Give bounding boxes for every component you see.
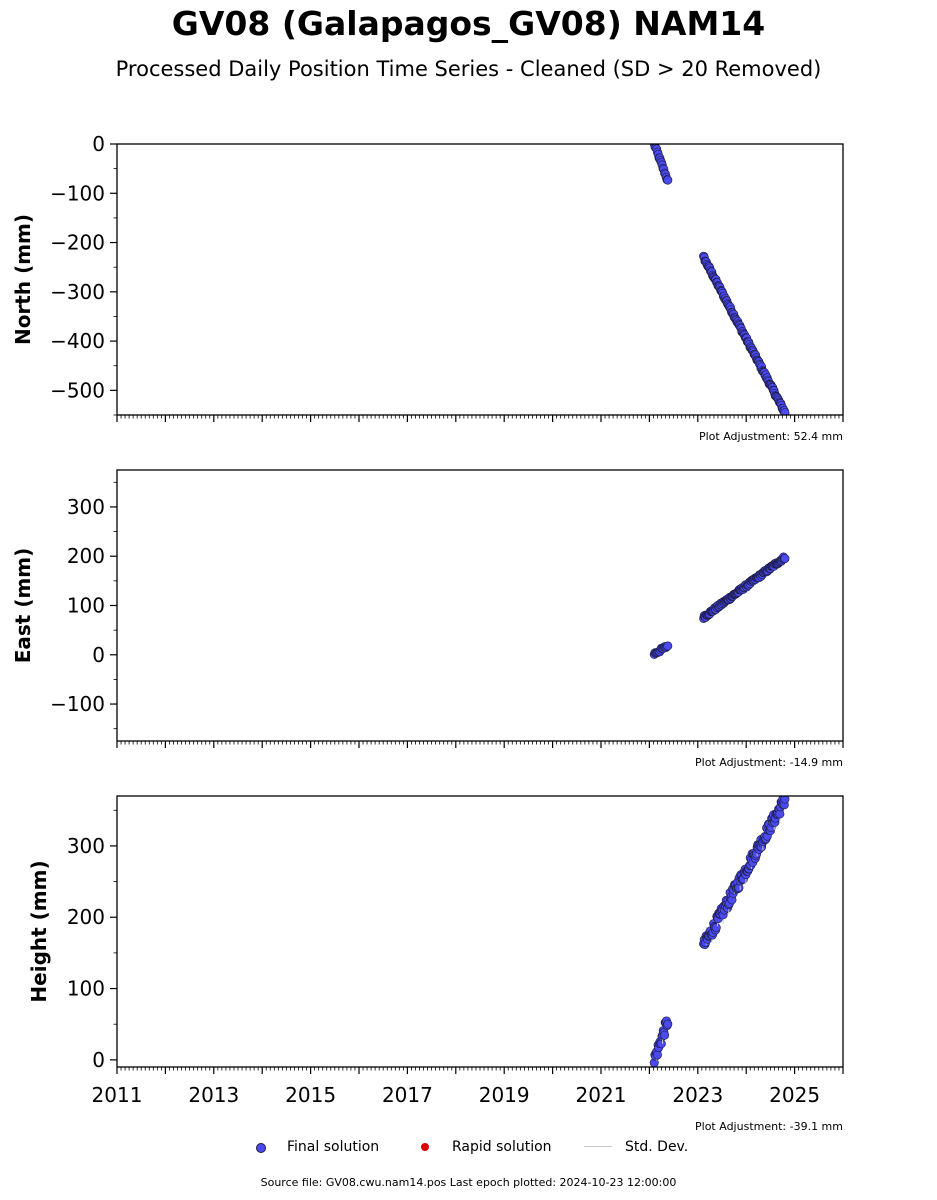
- y-tick-label: −100: [50, 692, 105, 716]
- y-tick-label: −500: [50, 378, 105, 402]
- legend-std-label: Std. Dev.: [625, 1139, 689, 1155]
- x-tick-label: 2011: [92, 1083, 143, 1107]
- legend-final: Final solution: [256, 1136, 379, 1158]
- data-points: [649, 796, 790, 1067]
- plot-adjustment-note: Plot Adjustment: -14.9 mm: [695, 756, 843, 769]
- data-point: [663, 175, 673, 185]
- rapid-solution-marker: [421, 1143, 429, 1151]
- y-tick-label: −300: [50, 280, 105, 304]
- panel-1: 300 200 100 0 −100 East (mm) Plot Adjustment: …: [11, 469, 844, 769]
- plot-adjustment-note: Plot Adjustment: -39.1 mm: [695, 1120, 843, 1133]
- final-solution-marker: [256, 1143, 266, 1153]
- x-tick-label: 2021: [576, 1083, 627, 1107]
- data-points: [649, 144, 790, 415]
- y-tick-label: −200: [50, 231, 105, 255]
- x-tick-label: 2015: [285, 1083, 336, 1107]
- y-tick-label: 100: [67, 977, 105, 1001]
- panel-2: 300 200 100 0 2011 2013 2015 2017 2019 2021 2023 20…: [27, 795, 844, 1133]
- x-tick-label: 2023: [672, 1083, 723, 1107]
- y-tick-label: 300: [67, 834, 105, 858]
- y-tick-label: −400: [50, 329, 105, 353]
- y-tick-label: 0: [92, 643, 105, 667]
- data-point: [780, 554, 790, 564]
- data-point: [663, 1019, 673, 1029]
- plot-adjustment-note: Plot Adjustment: 52.4 mm: [699, 430, 843, 443]
- legend-rapid-label: Rapid solution: [452, 1139, 552, 1155]
- data-point: [780, 796, 790, 804]
- plot-frame: [116, 469, 844, 742]
- legend-rapid: Rapid solution: [421, 1136, 552, 1158]
- chart-subtitle: Processed Daily Position Time Series - C…: [115, 57, 822, 81]
- data-points: [649, 552, 790, 659]
- legend: Final solution Rapid solution Std. Dev.: [0, 1136, 937, 1158]
- data-point: [660, 1030, 670, 1040]
- y-tick-label: 100: [67, 594, 105, 618]
- legend-final-label: Final solution: [287, 1139, 380, 1155]
- y-tick-label: 300: [67, 495, 105, 519]
- x-tick-label: 2025: [769, 1083, 820, 1107]
- x-tick-label: 2017: [382, 1083, 433, 1107]
- y-tick-label: 0: [92, 132, 105, 156]
- panel-0: 0 −100 −200 −300 −400 −500 North (mm) Plot Adju…: [11, 132, 844, 443]
- y-axis-label: Height (mm): [27, 860, 51, 1002]
- source-footer: Source file: GV08.cwu.nam14.pos Last epo…: [260, 1176, 677, 1189]
- legend-std: Std. Dev.: [584, 1136, 688, 1158]
- y-tick-label: 200: [67, 905, 105, 929]
- x-tick-label: 2013: [188, 1083, 239, 1107]
- plot-frame: [116, 143, 844, 416]
- data-point: [652, 1050, 662, 1060]
- data-point: [663, 641, 673, 651]
- y-axis-label: North (mm): [11, 214, 35, 345]
- x-tick-label: 2019: [479, 1083, 530, 1107]
- y-tick-label: −100: [50, 181, 105, 205]
- plot-frame: [116, 795, 844, 1068]
- std-dev-line: [584, 1146, 612, 1147]
- y-tick-label: 0: [92, 1048, 105, 1072]
- data-point: [780, 408, 790, 415]
- chart-title: GV08 (Galapagos_GV08) NAM14: [171, 4, 766, 43]
- data-point: [711, 923, 721, 933]
- y-tick-label: 200: [67, 544, 105, 568]
- y-axis-label: East (mm): [11, 548, 35, 664]
